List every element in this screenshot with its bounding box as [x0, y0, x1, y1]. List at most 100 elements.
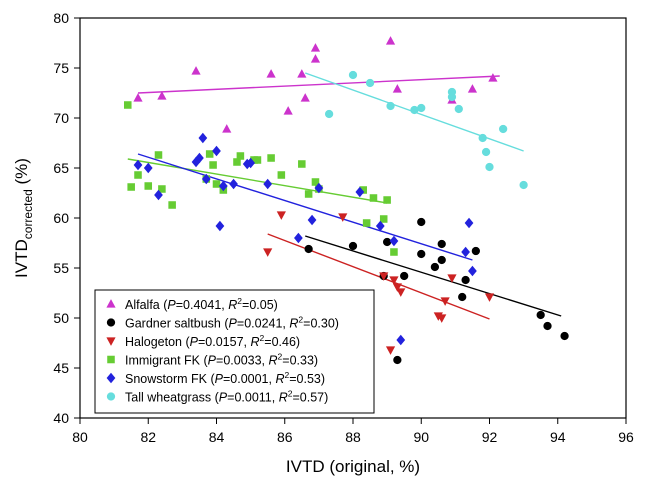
legend-p-value: 0.0011	[234, 391, 271, 405]
legend-p-symbol: P	[167, 298, 176, 312]
x-tick-label: 92	[482, 429, 498, 445]
legend-r-superscript: 2	[260, 333, 265, 343]
data-point-alfalfa	[191, 66, 201, 75]
x-tick-label: 88	[345, 429, 361, 445]
data-point-halogeton	[276, 211, 286, 220]
data-point-gardner-saltbush	[437, 239, 446, 249]
data-point-alfalfa	[266, 69, 276, 78]
data-point-immigrant-fk	[212, 180, 221, 188]
data-point-snowstorm-fk	[143, 162, 153, 174]
legend-paren-open: (	[221, 317, 229, 331]
legend-equals: =	[292, 391, 299, 405]
data-points	[124, 36, 569, 365]
data-point-gardner-saltbush	[417, 217, 426, 227]
data-point-immigrant-fk	[267, 154, 275, 162]
legend-equals: =	[198, 335, 205, 349]
data-point-tall-wheatgrass	[386, 101, 395, 111]
data-point-gardner-saltbush	[543, 321, 552, 331]
legend-r2-value: 0.46	[272, 335, 296, 349]
legend-r2-value: 0.53	[297, 372, 321, 386]
legend-r2-value: 0.05	[249, 298, 273, 312]
legend-separator: ,	[221, 298, 228, 312]
data-point-immigrant-fk	[158, 185, 166, 193]
legend-series-name: Snowstorm FK	[125, 372, 208, 386]
data-point-immigrant-fk	[379, 215, 388, 223]
data-point-immigrant-fk	[369, 194, 378, 202]
legend-series-name: Tall wheatgrass	[125, 391, 211, 405]
legend-equals: =	[303, 317, 310, 331]
legend-marker-snowstorm-fk	[106, 372, 116, 384]
data-point-snowstorm-fk	[229, 178, 238, 190]
legend-p-symbol: P	[215, 372, 224, 386]
legend-entry-immigrant-fk: Immigrant FK (P=0.0033, R2=0.33)	[125, 352, 318, 368]
data-point-immigrant-fk	[144, 182, 153, 190]
legend-p-symbol: P	[208, 354, 217, 368]
data-point-snowstorm-fk	[375, 220, 385, 232]
legend-r-superscript: 2	[298, 315, 303, 325]
data-point-halogeton	[437, 314, 447, 323]
legend-p-value: 0.0157	[205, 335, 243, 349]
legend-paren-open: (	[211, 391, 219, 405]
y-tick-label: 55	[53, 260, 69, 276]
legend-equals: =	[264, 335, 271, 349]
y-tick-label: 45	[53, 360, 69, 376]
y-axis-label-unit: (%)	[12, 158, 31, 189]
data-point-alfalfa	[283, 106, 293, 115]
legend-separator: ,	[244, 335, 251, 349]
legend-paren-close: )	[335, 317, 339, 331]
y-tick-label: 40	[53, 410, 69, 426]
x-tick-label: 90	[413, 429, 429, 445]
data-point-alfalfa	[310, 54, 321, 63]
data-point-halogeton	[263, 248, 273, 257]
data-point-gardner-saltbush	[437, 255, 446, 265]
data-point-snowstorm-fk	[133, 159, 143, 171]
y-axis-label-subscript: corrected	[21, 189, 35, 239]
legend-equals: =	[216, 354, 223, 368]
data-point-halogeton	[392, 283, 402, 292]
data-point-immigrant-fk	[168, 201, 176, 209]
legend-equals: =	[289, 372, 296, 386]
legend-r-superscript: 2	[237, 296, 242, 306]
data-point-tall-wheatgrass	[454, 104, 463, 114]
legend-series-name: Gardner saltbush	[125, 317, 221, 331]
data-point-gardner-saltbush	[461, 275, 470, 285]
data-point-tall-wheatgrass	[447, 87, 457, 97]
data-point-tall-wheatgrass	[348, 70, 358, 80]
legend-r-symbol: R	[228, 298, 237, 312]
legend-r-symbol: R	[250, 335, 259, 349]
legend-entry-gardner-saltbush: Gardner saltbush (P=0.0241, R2=0.30)	[125, 315, 339, 331]
legend-p-symbol: P	[229, 317, 238, 331]
x-axis-label: IVTD (original, %)	[286, 457, 420, 476]
legend-entry-alfalfa: Alfalfa (P=0.4041, R2=0.05)	[125, 296, 278, 312]
legend-separator: ,	[262, 354, 269, 368]
legend-p-value: 0.0001	[230, 372, 268, 386]
data-point-snowstorm-fk	[212, 145, 221, 157]
legend-p-value: 0.0033	[223, 354, 261, 368]
data-point-snowstorm-fk	[191, 156, 201, 168]
legend-equals: =	[282, 354, 289, 368]
data-point-immigrant-fk	[390, 248, 398, 256]
data-point-alfalfa	[133, 93, 143, 102]
data-point-immigrant-fk	[383, 196, 391, 204]
data-point-immigrant-fk	[304, 190, 313, 198]
legend-paren-open: (	[182, 335, 190, 349]
data-point-immigrant-fk	[127, 183, 135, 191]
legend-paren-close: )	[296, 335, 300, 349]
legend-p-symbol: P	[219, 391, 228, 405]
legend-marker-alfalfa	[106, 299, 116, 308]
legend-marker-gardner-saltbush	[106, 318, 116, 327]
data-point-gardner-saltbush	[471, 246, 480, 256]
data-point-immigrant-fk	[298, 160, 306, 168]
data-point-alfalfa	[385, 36, 396, 45]
legend-paren-close: )	[321, 372, 325, 386]
legend-paren-close: )	[314, 354, 318, 368]
legend-equals: =	[242, 298, 249, 312]
data-point-tall-wheatgrass	[499, 124, 508, 134]
data-point-alfalfa	[297, 69, 307, 78]
y-axis-label-main: IVTD	[12, 239, 31, 278]
x-tick-label: 82	[140, 429, 156, 445]
data-point-tall-wheatgrass	[519, 180, 528, 190]
data-point-halogeton	[385, 346, 396, 355]
legend-separator: ,	[272, 391, 279, 405]
